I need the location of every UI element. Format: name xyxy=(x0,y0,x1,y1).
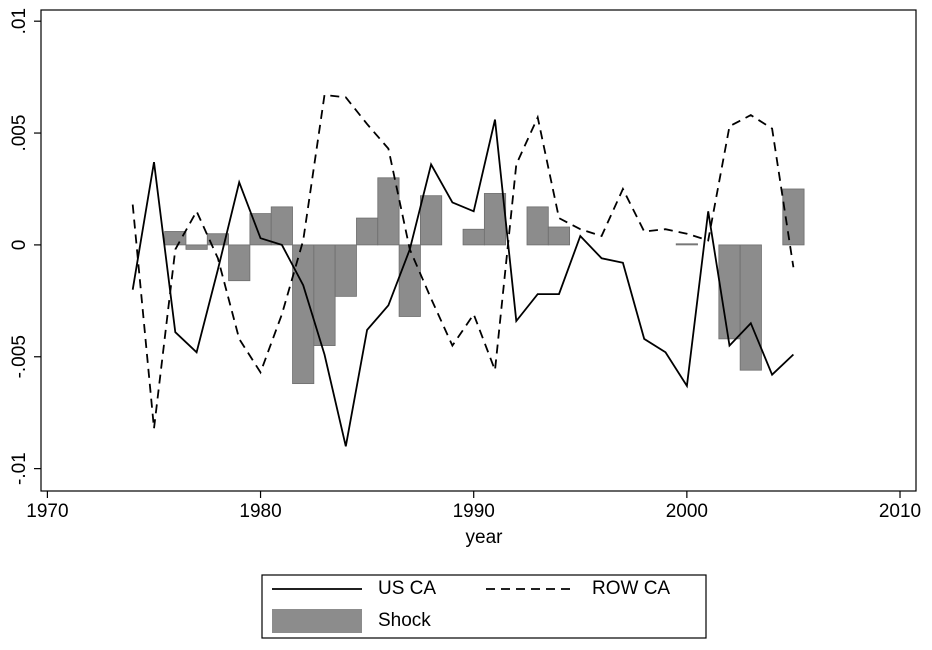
bar xyxy=(377,177,400,246)
x-tick-label: 1980 xyxy=(239,501,281,522)
y-tick-label: 0 xyxy=(9,240,30,251)
plot-frame xyxy=(40,9,917,492)
legend-label: ROW CA xyxy=(592,578,670,599)
legend-label: Shock xyxy=(378,610,431,631)
bar xyxy=(420,195,443,246)
x-tick-label: 1990 xyxy=(453,501,495,522)
line xyxy=(131,119,795,447)
x-axis-label: year xyxy=(466,527,504,548)
bar xyxy=(398,244,421,317)
bar xyxy=(718,244,741,340)
bar xyxy=(206,233,229,246)
x-tick-label: 2010 xyxy=(879,501,921,522)
legend-label: US CA xyxy=(378,578,436,599)
x-tick-label: 2000 xyxy=(666,501,708,522)
legend-swatch xyxy=(272,609,362,633)
bar xyxy=(675,243,698,246)
y-tick-label: .01 xyxy=(9,8,30,34)
bar xyxy=(228,244,251,282)
bar xyxy=(270,206,293,246)
line xyxy=(131,94,795,429)
bar xyxy=(739,244,762,371)
bar xyxy=(782,188,805,246)
y-tick-label: .005 xyxy=(9,115,30,152)
bar xyxy=(547,226,571,246)
bar xyxy=(356,217,379,246)
bar xyxy=(334,244,357,297)
x-tick-label: 1970 xyxy=(26,501,68,522)
y-tick-label: -.005 xyxy=(9,335,30,378)
bar xyxy=(526,206,549,246)
bar xyxy=(164,231,187,246)
bar xyxy=(483,193,507,246)
y-tick-label: -.01 xyxy=(9,452,30,485)
bar xyxy=(185,244,208,250)
bar xyxy=(462,228,485,246)
